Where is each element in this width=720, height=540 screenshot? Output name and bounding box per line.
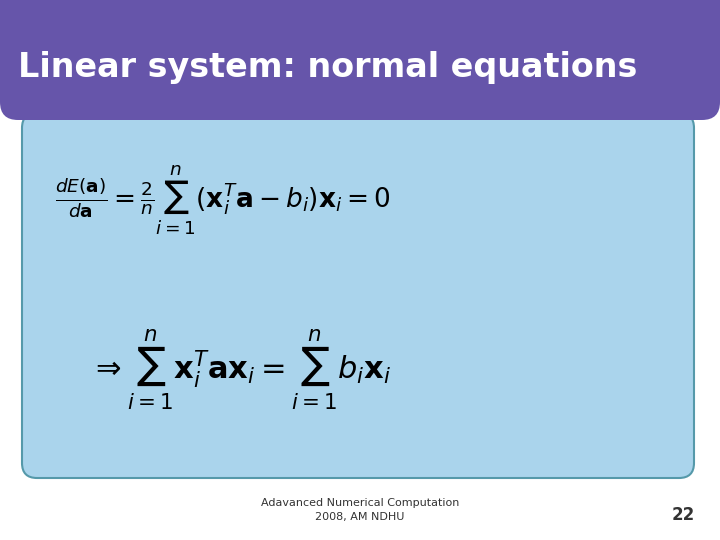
Text: 22: 22 — [672, 506, 695, 524]
Text: Linear system: normal equations: Linear system: normal equations — [18, 51, 637, 84]
Text: $\frac{dE(\mathbf{a})}{d\mathbf{a}} = \frac{2}{n}\sum_{i=1}^{n}(\mathbf{x}_i^T\m: $\frac{dE(\mathbf{a})}{d\mathbf{a}} = \f… — [55, 163, 391, 237]
Bar — [0, 0, 720, 70]
Text: $\Rightarrow \sum_{i=1}^{n}\mathbf{x}_i^T\mathbf{a}\mathbf{x}_i = \sum_{i=1}^{n}: $\Rightarrow \sum_{i=1}^{n}\mathbf{x}_i^… — [90, 328, 392, 413]
Text: Adavanced Numerical Computation
2008, AM NDHU: Adavanced Numerical Computation 2008, AM… — [261, 498, 459, 522]
FancyBboxPatch shape — [22, 113, 694, 478]
Bar — [0, 0, 720, 70]
FancyBboxPatch shape — [0, 30, 720, 120]
